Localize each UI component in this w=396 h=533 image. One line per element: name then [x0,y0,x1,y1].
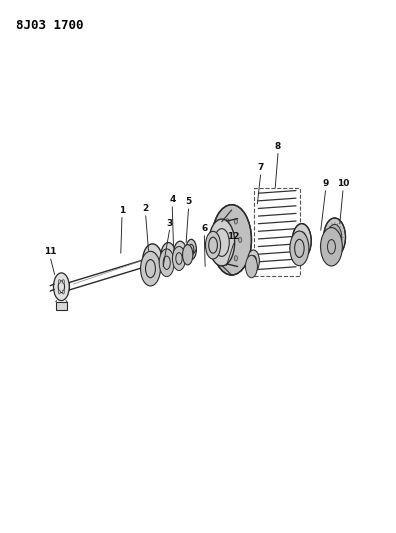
Text: 8: 8 [275,142,281,151]
Text: 5: 5 [185,197,192,206]
Ellipse shape [321,228,342,266]
Bar [254,188,300,276]
Ellipse shape [161,243,176,270]
Ellipse shape [248,250,259,272]
Ellipse shape [53,273,69,301]
Ellipse shape [62,280,64,284]
Ellipse shape [292,224,311,258]
Ellipse shape [59,280,61,284]
Text: 10: 10 [337,179,349,188]
Text: 8J03 1700: 8J03 1700 [16,19,83,31]
Ellipse shape [290,231,309,265]
Ellipse shape [234,256,238,261]
Ellipse shape [62,290,64,294]
Ellipse shape [174,241,187,265]
Text: 6: 6 [201,224,208,233]
Ellipse shape [143,244,162,279]
Text: 7: 7 [257,163,264,172]
Text: 3: 3 [166,219,173,228]
Ellipse shape [183,245,193,265]
Text: 1: 1 [119,206,125,215]
Ellipse shape [209,219,235,266]
Text: 2: 2 [143,204,149,213]
Ellipse shape [327,224,342,250]
Ellipse shape [246,255,257,278]
Ellipse shape [331,230,339,244]
Ellipse shape [226,256,229,261]
Ellipse shape [238,237,242,243]
Ellipse shape [141,252,160,286]
Text: 11: 11 [44,247,57,256]
Ellipse shape [234,219,238,224]
Ellipse shape [59,290,61,294]
Text: 4: 4 [169,195,175,204]
Ellipse shape [206,231,221,259]
Text: 12: 12 [227,232,240,241]
Bar [56,302,67,310]
Ellipse shape [173,246,186,271]
Ellipse shape [186,239,196,260]
Text: 9: 9 [322,179,329,188]
Ellipse shape [324,218,345,256]
Ellipse shape [226,219,229,224]
Ellipse shape [222,237,225,243]
Ellipse shape [159,249,174,277]
Ellipse shape [212,205,251,275]
